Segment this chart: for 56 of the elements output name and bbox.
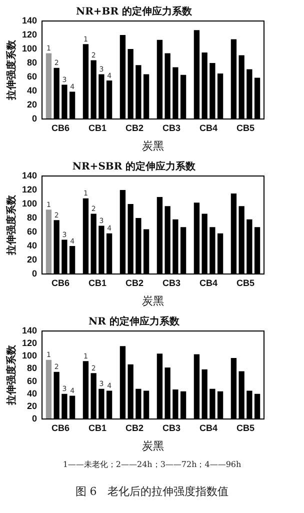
chart-title: NR+SBR 的定伸应力系数 [72, 160, 197, 173]
x-tick-label: CB4 [199, 278, 218, 288]
y-tick-label: 0 [32, 413, 38, 424]
y-axis-title: 拉伸强度系数 [6, 194, 18, 256]
x-tick-label: CB5 [236, 422, 255, 433]
y-tick-label: 140 [22, 170, 38, 180]
y-tick-label: 40 [27, 388, 38, 398]
y-tick-label: 120 [22, 184, 38, 194]
x-tick-label: CB2 [126, 422, 144, 433]
y-tick-label: 140 [22, 325, 38, 336]
y-tick-label: 100 [22, 350, 38, 361]
bar [46, 53, 52, 119]
x-tick-label: CB1 [88, 422, 107, 433]
y-tick-label: 60 [27, 71, 38, 82]
x-axis-title: 炭黑 [142, 439, 164, 452]
y-tick-label: 120 [22, 338, 38, 348]
y-tick-label: 20 [27, 254, 38, 264]
x-tick-label: CB1 [88, 122, 107, 133]
y-tick-label: 80 [27, 363, 38, 374]
x-tick-label: CB1 [88, 278, 107, 288]
x-tick-label: CB6 [52, 278, 70, 288]
x-tick-label: CB6 [52, 422, 70, 433]
x-tick-label: CB6 [52, 122, 70, 133]
x-tick-label: CB5 [236, 278, 255, 288]
y-tick-label: 140 [22, 15, 38, 26]
y-tick-label: 20 [27, 99, 38, 110]
y-tick-label: 80 [27, 57, 38, 68]
text: 1——未老化；2——24h；3——72h；4——96h [62, 459, 242, 470]
x-tick-label: CB3 [162, 422, 181, 433]
chart-title: NR 的定伸应力系数 [88, 316, 180, 328]
y-tick-label: 40 [27, 240, 38, 250]
y-tick-label: 60 [27, 376, 38, 386]
x-tick-label: CB2 [126, 122, 144, 133]
y-tick-label: 120 [22, 29, 38, 40]
y-axis-title: 拉伸强度系数 [6, 344, 18, 406]
y-tick-label: 100 [22, 43, 38, 54]
y-tick-label: 0 [32, 268, 38, 278]
x-axis-title: 炭黑 [142, 139, 164, 152]
y-tick-label: 80 [27, 212, 38, 222]
x-tick-label: CB3 [162, 278, 181, 288]
y-tick-label: 100 [22, 198, 38, 208]
bar [46, 210, 52, 274]
x-tick-label: CB4 [199, 122, 218, 133]
caption: 图 6 老化后的拉伸强度指数值 [74, 484, 230, 499]
y-tick-label: 60 [27, 226, 38, 236]
y-tick-label: 40 [27, 85, 38, 96]
x-axis-title: 炭黑 [142, 294, 164, 308]
y-axis-title: 拉伸强度系数 [6, 39, 18, 101]
x-tick-label: CB4 [199, 422, 218, 433]
x-tick-label: CB5 [236, 122, 255, 133]
y-tick-label: 20 [27, 400, 38, 411]
bar [46, 360, 52, 419]
x-tick-label: CB3 [162, 122, 181, 133]
y-tick-label: 0 [32, 113, 38, 124]
chart-title: NR+BR 的定伸应力系数 [76, 6, 194, 18]
x-tick-label: CB2 [126, 278, 144, 288]
